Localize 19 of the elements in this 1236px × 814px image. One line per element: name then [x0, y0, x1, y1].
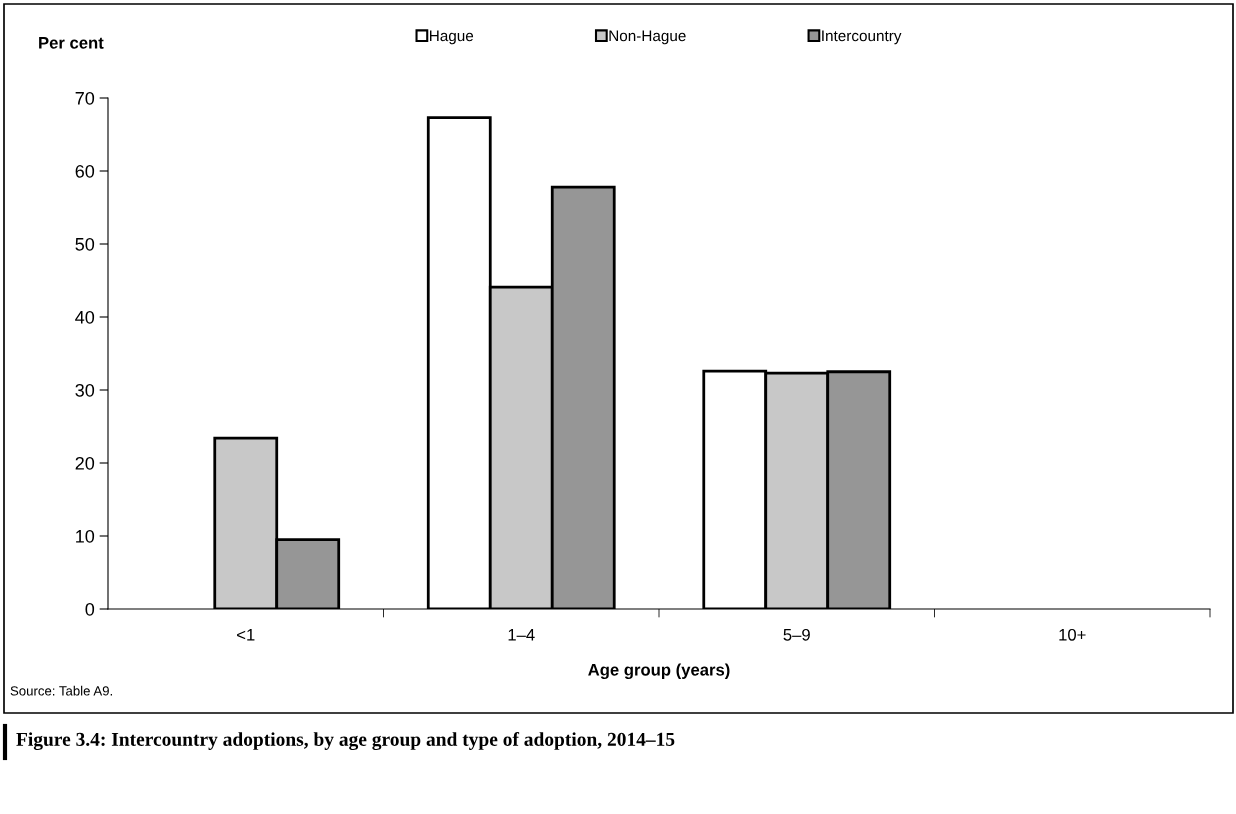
y-tick-label: 30	[75, 383, 95, 397]
source-note: Source: Table A9.	[10, 685, 112, 696]
x-tick-label: 10+	[1059, 628, 1086, 641]
y-tick-label: 0	[85, 602, 95, 616]
legend-label: Intercountry	[822, 30, 902, 45]
x-tick-label: <1	[237, 629, 255, 641]
y-tick-label: 50	[75, 237, 95, 251]
y-tick-label: 70	[75, 91, 95, 105]
x-tick-label: 1–4	[508, 629, 535, 641]
x-tick-label: 5–9	[783, 628, 810, 641]
legend-label: Non-Hague	[609, 30, 686, 45]
y-tick-label: 60	[75, 164, 95, 178]
x-axis-title: Age group (years)	[588, 663, 730, 680]
y-tick-label: 40	[75, 310, 95, 324]
y-tick-label: 10	[76, 529, 95, 543]
y-tick-label: 20	[75, 456, 95, 470]
legend-label: Hague	[430, 30, 474, 45]
text: Figure 3.4: Intercountry adoptions, by age group and type of adoption, 2014–15	[16, 732, 675, 750]
y-axis-title: Per cent	[39, 37, 104, 49]
